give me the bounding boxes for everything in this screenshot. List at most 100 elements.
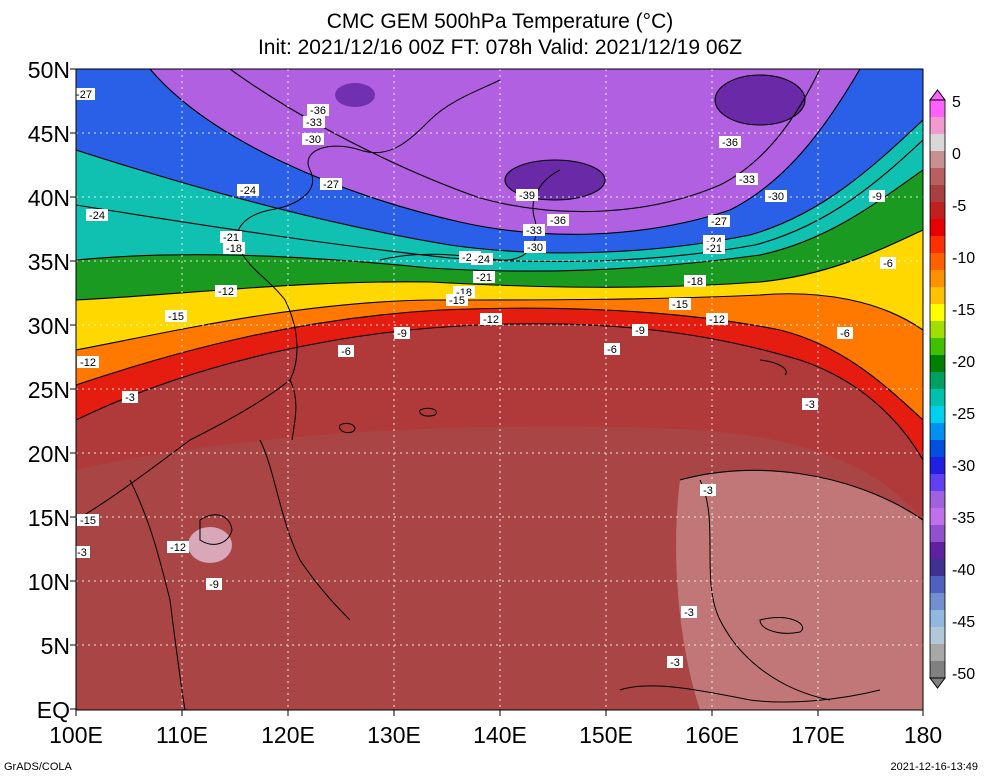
contour-label-bg: [237, 184, 259, 196]
contour-label: -18: [687, 276, 703, 288]
colorbar-label-m10: -10: [952, 250, 976, 267]
colorbar-swatch: [930, 100, 945, 118]
colorbar-frame: [929, 99, 946, 679]
colorbar-label-0: 0: [952, 146, 961, 163]
contour-label: -36: [722, 137, 738, 149]
colorbar-swatch: [930, 593, 945, 611]
colorbar-swatch: [930, 491, 945, 509]
contour-label: -21: [223, 232, 239, 244]
colorbar-label-m35: -35: [952, 510, 976, 527]
contour-label: -21: [476, 272, 492, 284]
colorbar-swatch: [930, 236, 945, 254]
lat-label-40n: 40N: [27, 185, 70, 211]
contour-label-bg: [473, 271, 495, 283]
colorbar-swatch: [930, 389, 945, 407]
contour-label: -6: [883, 258, 893, 270]
contour-label-bg: [708, 215, 730, 227]
contour-label-bg: [516, 189, 538, 201]
colorbar-label-m15: -15: [952, 302, 976, 319]
colorbar-label-m40: -40: [952, 562, 976, 579]
contour-label: -9: [397, 328, 407, 340]
contour-label-bg: [86, 209, 108, 221]
contour-label-bg: [703, 242, 725, 254]
contour-label-bg: [122, 391, 138, 403]
contour-label: -15: [672, 299, 688, 311]
colorbar-label-m45: -45: [952, 614, 976, 631]
contour-label-bg: [220, 231, 242, 243]
colorbar-label-m50: -50: [952, 666, 976, 683]
contour-label-bg: [524, 241, 546, 253]
contour-label-bg: [681, 606, 697, 618]
colorbar-swatch: [930, 151, 945, 169]
lon-label-110e: 110E: [155, 722, 208, 748]
contour-label: -9: [209, 579, 219, 591]
colorbar-label-m30: -30: [952, 458, 976, 475]
contour-label-bg: [837, 327, 853, 339]
software-credit: GrADS/COLA: [4, 761, 72, 773]
contour-label: -30: [305, 134, 321, 146]
colorbar-swatch: [930, 202, 945, 220]
contour-label-bg: [684, 275, 706, 287]
map-subtitle: Init: 2021/12/16 00Z FT: 078h Valid: 202…: [257, 36, 743, 59]
contour-label-bg: [302, 133, 324, 145]
contour-label-bg: [320, 178, 342, 190]
contour-label: -27: [76, 89, 92, 101]
colorbar-swatch: [930, 372, 945, 390]
contour-label-bg: [77, 356, 99, 368]
colorbar-swatch: [930, 168, 945, 186]
contour-label-bg: [394, 327, 410, 339]
colorbar-swatch: [930, 406, 945, 424]
lat-label-45n: 45N: [27, 121, 70, 147]
colorbar-swatch: [930, 542, 945, 560]
lat-label-35n: 35N: [27, 249, 70, 275]
contour-label-bg: [604, 343, 620, 355]
contour-label: -27: [711, 216, 727, 228]
colorbar-label-5: 5: [952, 94, 961, 111]
lon-label-180: 180: [903, 722, 943, 748]
contour-label-bg: [206, 578, 222, 590]
contour-label-bg: [446, 294, 468, 306]
colorbar-swatch: [930, 661, 945, 679]
contour-label-bg: [167, 541, 189, 553]
contour-label-bg: [869, 190, 885, 202]
colorbar-swatch: [930, 321, 945, 339]
colorbar-label-m5: -5: [952, 198, 967, 215]
colorbar-swatch: [930, 576, 945, 594]
contour-label-bg: [547, 214, 569, 226]
contour-labels: -27-36-33-30-24 -27-24-21-18-39-36-33-30-…: [76, 88, 896, 669]
lon-label-130e: 130E: [367, 722, 421, 748]
contour-label-bg: [669, 298, 691, 310]
colorbar-swatch: [930, 525, 945, 543]
colorbar-swatch: [930, 457, 945, 475]
contour-label: -12: [483, 314, 499, 326]
contour-label: -15: [80, 515, 96, 527]
contour-label-bg: [736, 173, 758, 185]
lat-label-20n: 20N: [27, 441, 70, 467]
lat-label-eq: EQ: [36, 697, 70, 723]
contour-label: -3: [703, 485, 713, 497]
contour-label: -6: [607, 344, 617, 356]
lon-label-150e: 150E: [579, 722, 633, 748]
lon-label-120e: 120E: [261, 722, 315, 748]
lon-label-170e: 170E: [791, 722, 845, 748]
contour-label-bg: [802, 398, 818, 410]
contour-label: -9: [872, 191, 882, 203]
colorbar-label-m25: -25: [952, 406, 976, 423]
colorbar-swatch: [930, 508, 945, 526]
contour-label: -33: [739, 174, 755, 186]
colorbar-swatch: [930, 610, 945, 628]
contour-label: -15: [168, 311, 184, 323]
contour-label-bg: [480, 313, 502, 325]
contour-label-bg: [307, 104, 329, 116]
contour-label: -3: [125, 392, 135, 404]
lat-label-50n: 50N: [27, 57, 70, 83]
contour-label-bg: [667, 656, 683, 668]
lon-label-140e: 140E: [473, 722, 527, 748]
contour-label-bg: [719, 136, 741, 148]
contour-label: -24: [474, 254, 490, 266]
lon-label-160e: 160E: [685, 722, 739, 748]
contour-label-bg: [77, 514, 99, 526]
contour-label-bg: [632, 324, 648, 336]
map-title: CMC GEM 500hPa Temperature (°C): [326, 10, 674, 33]
